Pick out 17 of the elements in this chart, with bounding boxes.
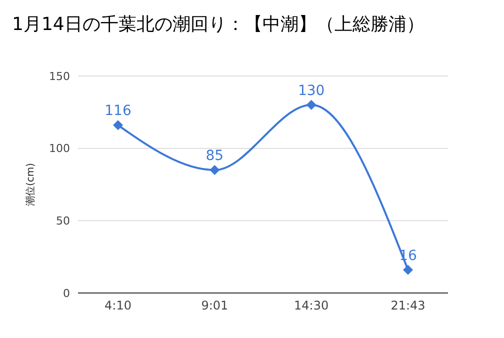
data-label: 85	[206, 148, 224, 164]
y-axis-title: 潮位(cm)	[24, 162, 37, 206]
data-label: 116	[104, 103, 132, 120]
point	[403, 264, 413, 275]
y-tick-label: 100	[49, 142, 70, 156]
y-tick-label: 150	[49, 70, 70, 83]
x-tick-label: 4:10	[104, 298, 132, 313]
y-tick-label: 0	[63, 286, 70, 300]
point	[113, 120, 123, 130]
point	[210, 165, 220, 176]
data-label: 130	[298, 82, 325, 99]
x-tick-label: 9:01	[201, 298, 228, 313]
x-tick-label: 14:30	[294, 298, 329, 313]
x-tick-label: 21:43	[390, 298, 426, 313]
point	[306, 100, 316, 110]
y-tick-label: 50	[56, 214, 70, 228]
chart-title: 1月14日の千葉北の潮回り：【中潮】（上総勝浦）	[11, 13, 426, 37]
